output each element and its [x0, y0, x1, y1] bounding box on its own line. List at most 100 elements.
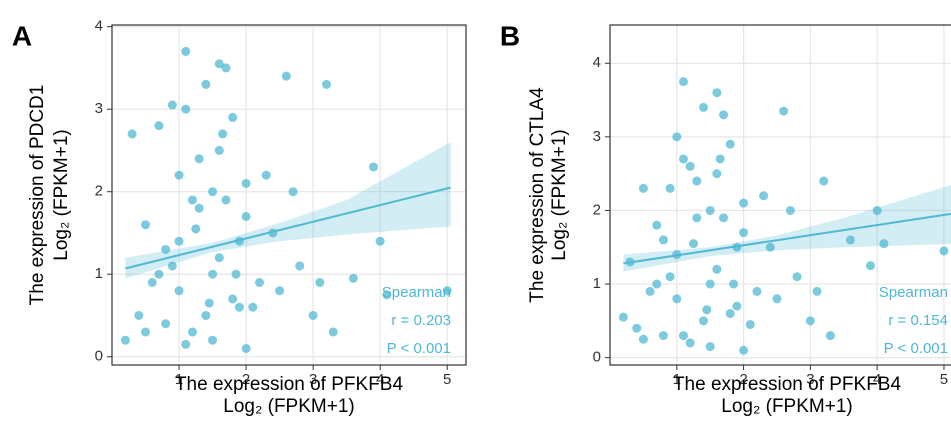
point — [208, 187, 218, 197]
y-tick-label: 1 — [95, 265, 103, 282]
point — [719, 110, 729, 120]
panel-background — [610, 25, 951, 365]
point — [665, 272, 675, 282]
annotation: r = 0.154 — [888, 312, 948, 329]
point — [275, 286, 285, 296]
x-axis-label: The expression of PFKFB4 — [673, 374, 902, 395]
point — [712, 169, 722, 179]
panel-border — [111, 24, 467, 366]
point — [134, 310, 144, 320]
point — [638, 183, 648, 193]
point — [732, 301, 742, 311]
y-tick-label: 3 — [593, 128, 601, 145]
point — [678, 154, 688, 164]
point — [719, 213, 729, 223]
x-tick-label: 1 — [673, 371, 681, 388]
point — [167, 100, 177, 110]
point — [712, 88, 722, 98]
point — [120, 335, 130, 345]
x-tick-label: 5 — [940, 371, 948, 388]
x-tick-label: 5 — [443, 371, 451, 388]
plot-area: Spearman r = 0.154 P < 0.001 — [610, 25, 951, 365]
point — [174, 170, 184, 180]
point — [705, 279, 715, 289]
point — [228, 294, 238, 304]
point — [685, 338, 695, 348]
point — [181, 104, 191, 114]
point — [729, 279, 739, 289]
point — [705, 342, 715, 352]
point — [872, 205, 882, 215]
point — [281, 71, 291, 81]
point — [699, 316, 709, 326]
annotation: Spearman — [382, 284, 451, 301]
point — [187, 327, 197, 337]
x-tick-label: 3 — [309, 371, 317, 388]
annotation: r = 0.203 — [391, 312, 451, 329]
point — [678, 77, 688, 87]
point — [692, 176, 702, 186]
point — [127, 129, 137, 139]
point — [174, 286, 184, 296]
point — [348, 273, 358, 283]
point — [248, 302, 258, 312]
point — [241, 211, 251, 221]
x-axis-label: Log₂ (FPKM+1) — [223, 396, 354, 417]
panel-background — [112, 25, 466, 365]
point — [699, 102, 709, 112]
point — [685, 161, 695, 171]
point — [939, 246, 949, 256]
point — [819, 176, 829, 186]
x-axis-label: The expression of PFKFB4 — [175, 374, 404, 395]
point — [308, 310, 318, 320]
point — [879, 239, 889, 249]
trend-line — [623, 212, 951, 265]
point — [692, 213, 702, 223]
point — [678, 331, 688, 341]
point — [715, 154, 725, 164]
panel-label: A — [12, 20, 32, 51]
point — [322, 79, 332, 89]
y-tick-label: 3 — [95, 100, 103, 117]
point — [194, 203, 204, 213]
point — [652, 279, 662, 289]
point — [154, 269, 164, 279]
point — [702, 305, 712, 315]
x-tick-label: 3 — [806, 371, 814, 388]
point — [645, 286, 655, 296]
point — [228, 112, 238, 122]
panel-label: B — [500, 20, 520, 51]
point — [785, 205, 795, 215]
point — [745, 320, 755, 330]
y-tick-label: 4 — [95, 18, 103, 35]
point — [638, 334, 648, 344]
y-tick-label: 2 — [95, 183, 103, 200]
point — [241, 343, 251, 353]
point — [632, 323, 642, 333]
y-tick-label: 4 — [593, 54, 601, 71]
point — [221, 63, 231, 73]
point — [759, 191, 769, 201]
annotation: P < 0.001 — [387, 340, 451, 357]
confidence-band — [125, 142, 451, 279]
point — [295, 261, 305, 271]
point — [382, 290, 392, 300]
point — [218, 129, 228, 139]
x-tick-label: 4 — [376, 371, 384, 388]
point — [752, 286, 762, 296]
point — [315, 277, 325, 287]
x-tick-label: 1 — [175, 371, 183, 388]
confidence-band — [623, 184, 951, 272]
point — [688, 239, 698, 249]
point — [328, 327, 338, 337]
point — [705, 205, 715, 215]
point — [167, 261, 177, 271]
point — [845, 235, 855, 245]
point — [805, 316, 815, 326]
point — [442, 286, 452, 296]
point — [147, 277, 157, 287]
point — [779, 106, 789, 116]
y-axis-label: The expression of PDCD1 — [27, 85, 48, 306]
point — [772, 294, 782, 304]
point — [665, 183, 675, 193]
